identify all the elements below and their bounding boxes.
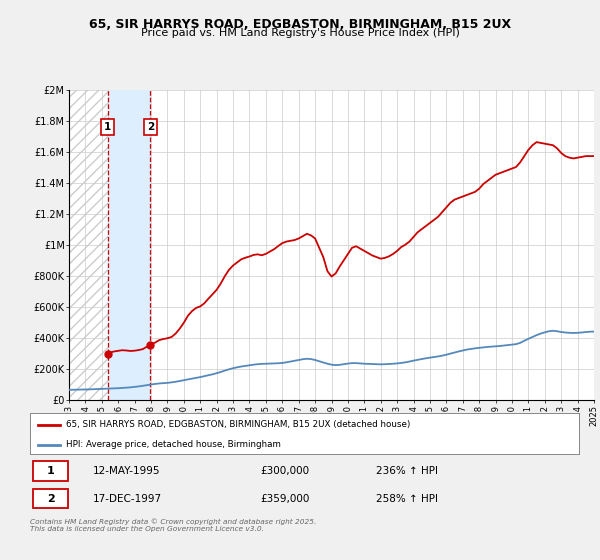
Text: 65, SIR HARRYS ROAD, EDGBASTON, BIRMINGHAM, B15 2UX (detached house): 65, SIR HARRYS ROAD, EDGBASTON, BIRMINGH… (65, 420, 410, 429)
Text: £300,000: £300,000 (260, 466, 310, 476)
Text: Price paid vs. HM Land Registry's House Price Index (HPI): Price paid vs. HM Land Registry's House … (140, 28, 460, 38)
Text: 2: 2 (47, 494, 55, 504)
Bar (69, 90, 108, 400)
Text: 1: 1 (104, 122, 112, 132)
FancyBboxPatch shape (33, 489, 68, 508)
Bar (69, 90, 108, 400)
Text: 65, SIR HARRYS ROAD, EDGBASTON, BIRMINGHAM, B15 2UX: 65, SIR HARRYS ROAD, EDGBASTON, BIRMINGH… (89, 18, 511, 31)
Bar (108, 90, 151, 400)
FancyBboxPatch shape (33, 461, 68, 481)
Text: £359,000: £359,000 (260, 494, 310, 504)
Text: 1: 1 (47, 466, 55, 476)
Text: 17-DEC-1997: 17-DEC-1997 (93, 494, 162, 504)
Text: 2: 2 (147, 122, 154, 132)
Text: 258% ↑ HPI: 258% ↑ HPI (376, 494, 438, 504)
Text: Contains HM Land Registry data © Crown copyright and database right 2025.
This d: Contains HM Land Registry data © Crown c… (30, 518, 316, 532)
Text: HPI: Average price, detached house, Birmingham: HPI: Average price, detached house, Birm… (65, 440, 281, 449)
Text: 236% ↑ HPI: 236% ↑ HPI (376, 466, 438, 476)
Text: 12-MAY-1995: 12-MAY-1995 (93, 466, 161, 476)
